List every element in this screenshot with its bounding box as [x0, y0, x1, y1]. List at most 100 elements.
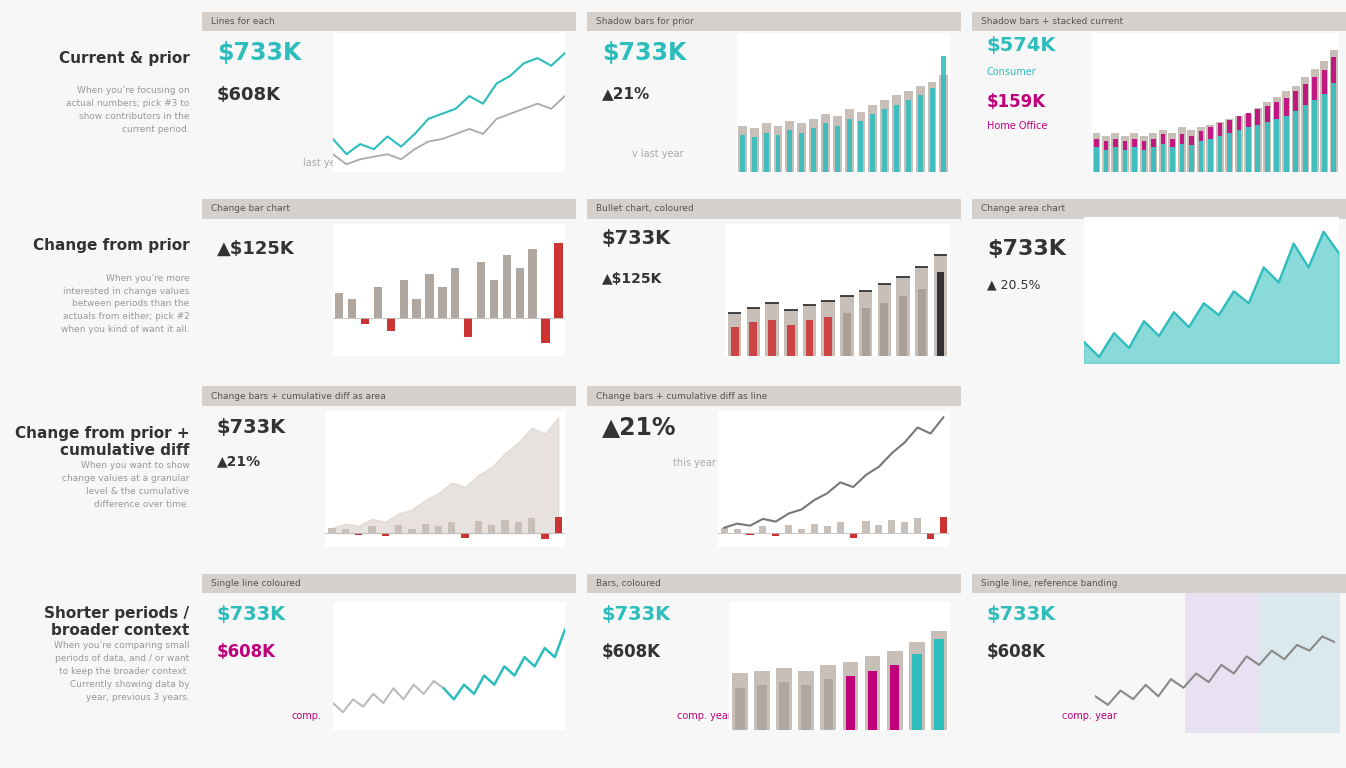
- Bar: [740, 135, 744, 172]
- Bar: [798, 529, 805, 533]
- Text: Change from prior: Change from prior: [32, 238, 190, 253]
- Bar: [1170, 147, 1175, 172]
- Bar: [1198, 131, 1203, 141]
- Bar: [541, 533, 549, 539]
- Bar: [1294, 111, 1298, 172]
- Bar: [421, 524, 429, 533]
- Bar: [1292, 86, 1300, 172]
- Text: Change bar chart: Change bar chart: [211, 204, 291, 214]
- Bar: [1218, 136, 1222, 172]
- Bar: [1207, 127, 1213, 138]
- Bar: [412, 300, 421, 318]
- Bar: [758, 685, 767, 730]
- Bar: [1102, 136, 1109, 172]
- Bar: [502, 255, 511, 318]
- Bar: [837, 522, 844, 533]
- Bar: [1179, 134, 1184, 144]
- Bar: [1141, 150, 1145, 172]
- Bar: [435, 526, 441, 533]
- Text: Change bars + cumulative diff as line: Change bars + cumulative diff as line: [596, 392, 767, 401]
- Bar: [809, 118, 818, 172]
- Bar: [369, 526, 376, 533]
- Text: When you’re comparing small
periods of data, and / or want
to keep the broader c: When you’re comparing small periods of d…: [54, 641, 190, 702]
- Bar: [972, 574, 1346, 594]
- Bar: [927, 533, 934, 539]
- Bar: [1104, 150, 1108, 172]
- Bar: [769, 319, 777, 356]
- Text: $608K: $608K: [602, 643, 661, 661]
- Bar: [374, 286, 382, 318]
- Bar: [1260, 594, 1341, 733]
- Bar: [1283, 91, 1289, 172]
- Bar: [587, 386, 961, 406]
- Bar: [1197, 127, 1205, 172]
- Bar: [425, 274, 433, 318]
- Bar: [1273, 97, 1280, 172]
- Text: $159K: $159K: [987, 94, 1046, 111]
- Bar: [394, 525, 402, 533]
- Text: $608K: $608K: [217, 86, 281, 104]
- Bar: [1113, 147, 1117, 172]
- Bar: [1178, 127, 1186, 172]
- Bar: [911, 654, 922, 730]
- Bar: [1284, 98, 1288, 116]
- Bar: [738, 125, 747, 172]
- Bar: [349, 300, 357, 318]
- Bar: [774, 125, 782, 172]
- Bar: [1236, 116, 1242, 172]
- Text: Change area chart: Change area chart: [981, 204, 1065, 214]
- Bar: [1228, 133, 1232, 172]
- Bar: [759, 526, 766, 533]
- Bar: [1228, 120, 1232, 133]
- Bar: [859, 121, 863, 172]
- Bar: [501, 520, 509, 533]
- Text: When you’re more
interested in change values
between periods than the
actuals fr: When you’re more interested in change va…: [61, 273, 190, 334]
- Bar: [1331, 83, 1337, 172]
- Text: ▲21%: ▲21%: [602, 86, 650, 101]
- Bar: [812, 127, 816, 172]
- Text: $608K: $608K: [987, 643, 1046, 661]
- Bar: [868, 670, 878, 730]
- Bar: [1237, 116, 1241, 131]
- Bar: [1303, 84, 1307, 105]
- Text: Single line, reference banding: Single line, reference banding: [981, 579, 1117, 588]
- Bar: [587, 199, 961, 219]
- Bar: [915, 267, 929, 356]
- Bar: [800, 133, 804, 172]
- Bar: [878, 284, 891, 356]
- Bar: [1189, 136, 1194, 145]
- Bar: [361, 318, 369, 324]
- Bar: [728, 313, 742, 356]
- Bar: [894, 104, 899, 172]
- Bar: [940, 74, 949, 172]
- Text: last year: last year: [303, 158, 346, 168]
- Bar: [1275, 119, 1279, 172]
- Bar: [587, 12, 961, 31]
- Bar: [1131, 133, 1139, 172]
- Bar: [476, 262, 486, 318]
- Bar: [1225, 119, 1233, 172]
- Bar: [732, 674, 748, 730]
- Bar: [386, 318, 396, 330]
- Bar: [856, 111, 865, 172]
- Bar: [864, 657, 880, 730]
- Bar: [1303, 105, 1307, 172]
- Bar: [750, 127, 759, 172]
- Bar: [1179, 144, 1184, 172]
- Bar: [805, 319, 813, 356]
- Bar: [735, 687, 744, 730]
- Bar: [821, 114, 830, 172]
- Bar: [1184, 594, 1260, 733]
- Text: $608K: $608K: [217, 643, 276, 661]
- Bar: [1275, 102, 1279, 119]
- Bar: [849, 533, 856, 538]
- Bar: [1246, 127, 1250, 172]
- Bar: [1170, 138, 1175, 147]
- Bar: [587, 574, 961, 594]
- Bar: [750, 322, 758, 356]
- Bar: [752, 137, 756, 172]
- Bar: [355, 533, 362, 535]
- Bar: [1113, 138, 1117, 147]
- Bar: [880, 303, 888, 356]
- Bar: [810, 524, 818, 533]
